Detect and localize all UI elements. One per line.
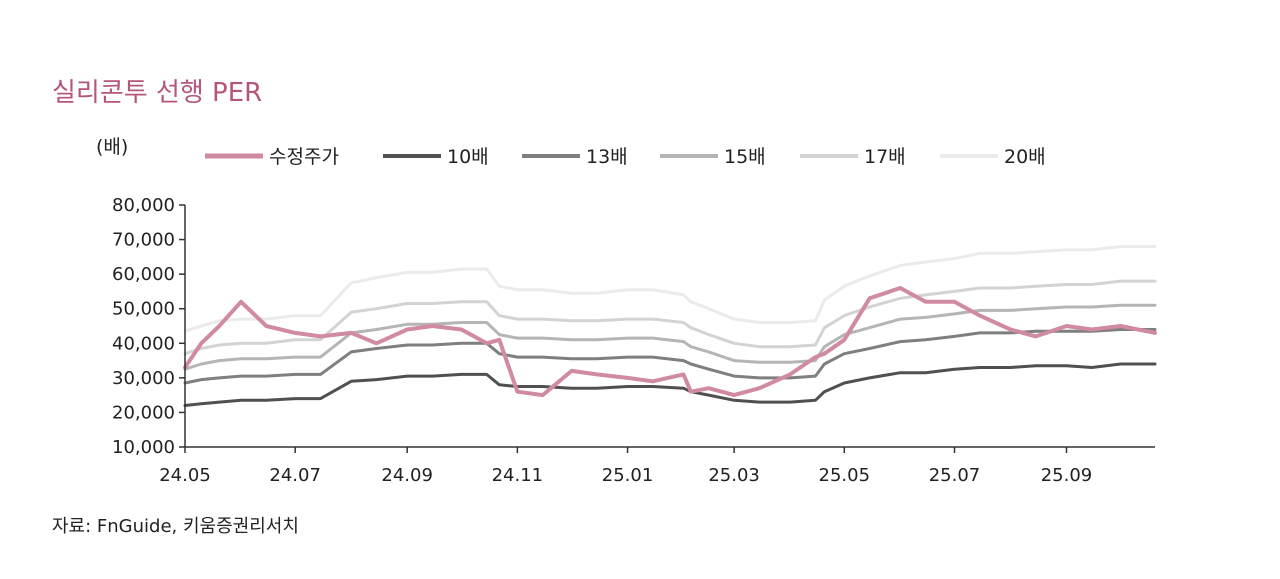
series-line-per-10x	[183, 362, 1157, 407]
series-line-per-13x	[183, 328, 1157, 385]
x-tick-label: 25.07	[929, 465, 981, 486]
y-ticks: 80,000 70,000 60,000 50,000 40,000 30,000 20,0…	[112, 195, 185, 458]
series-line-per-20x	[183, 245, 1157, 333]
x-tick-label: 25.01	[602, 465, 654, 486]
legend-label: 수정주가	[269, 146, 339, 168]
x-tick-label: 24.05	[159, 465, 211, 486]
legend-label: 17배	[864, 146, 906, 168]
chart-title: 실리콘투 선행 PER	[52, 78, 263, 108]
series-line-price	[183, 286, 1157, 398]
y-tick-label: 70,000	[112, 230, 175, 251]
x-tick-label: 25.03	[708, 465, 760, 486]
y-tick-label: 60,000	[112, 264, 175, 285]
series-layer	[183, 245, 1157, 407]
legend-label: 15배	[724, 146, 766, 168]
x-tick-label: 24.07	[269, 465, 321, 486]
x-tick-label: 24.09	[381, 465, 433, 486]
y-tick-label: 40,000	[112, 333, 175, 354]
y-tick-label: 50,000	[112, 299, 175, 320]
source-note: 자료: FnGuide, 키움증권리서치	[52, 516, 299, 537]
axes	[184, 205, 1155, 448]
legend: 수정주가 10배 13배 15배 17배 20배	[205, 146, 1046, 168]
legend-label: 20배	[1004, 146, 1046, 168]
legend-label: 13배	[586, 146, 628, 168]
y-tick-label: 10,000	[112, 437, 175, 458]
y-tick-label: 20,000	[112, 402, 175, 423]
x-tick-label: 24.11	[492, 465, 544, 486]
y-tick-label: 30,000	[112, 368, 175, 389]
y-tick-label: 80,000	[112, 195, 175, 216]
x-tick-label: 25.09	[1041, 465, 1093, 486]
legend-label: 10배	[447, 146, 489, 168]
x-tick-label: 25.05	[819, 465, 871, 486]
series-line-per-15x	[183, 303, 1157, 371]
x-ticks: 24.05 24.07 24.09 24.11 25.01 25.03 25.05 25.07…	[159, 447, 1092, 486]
y-axis-unit-label: (배)	[96, 136, 129, 158]
series-line-per-17x	[183, 279, 1157, 356]
